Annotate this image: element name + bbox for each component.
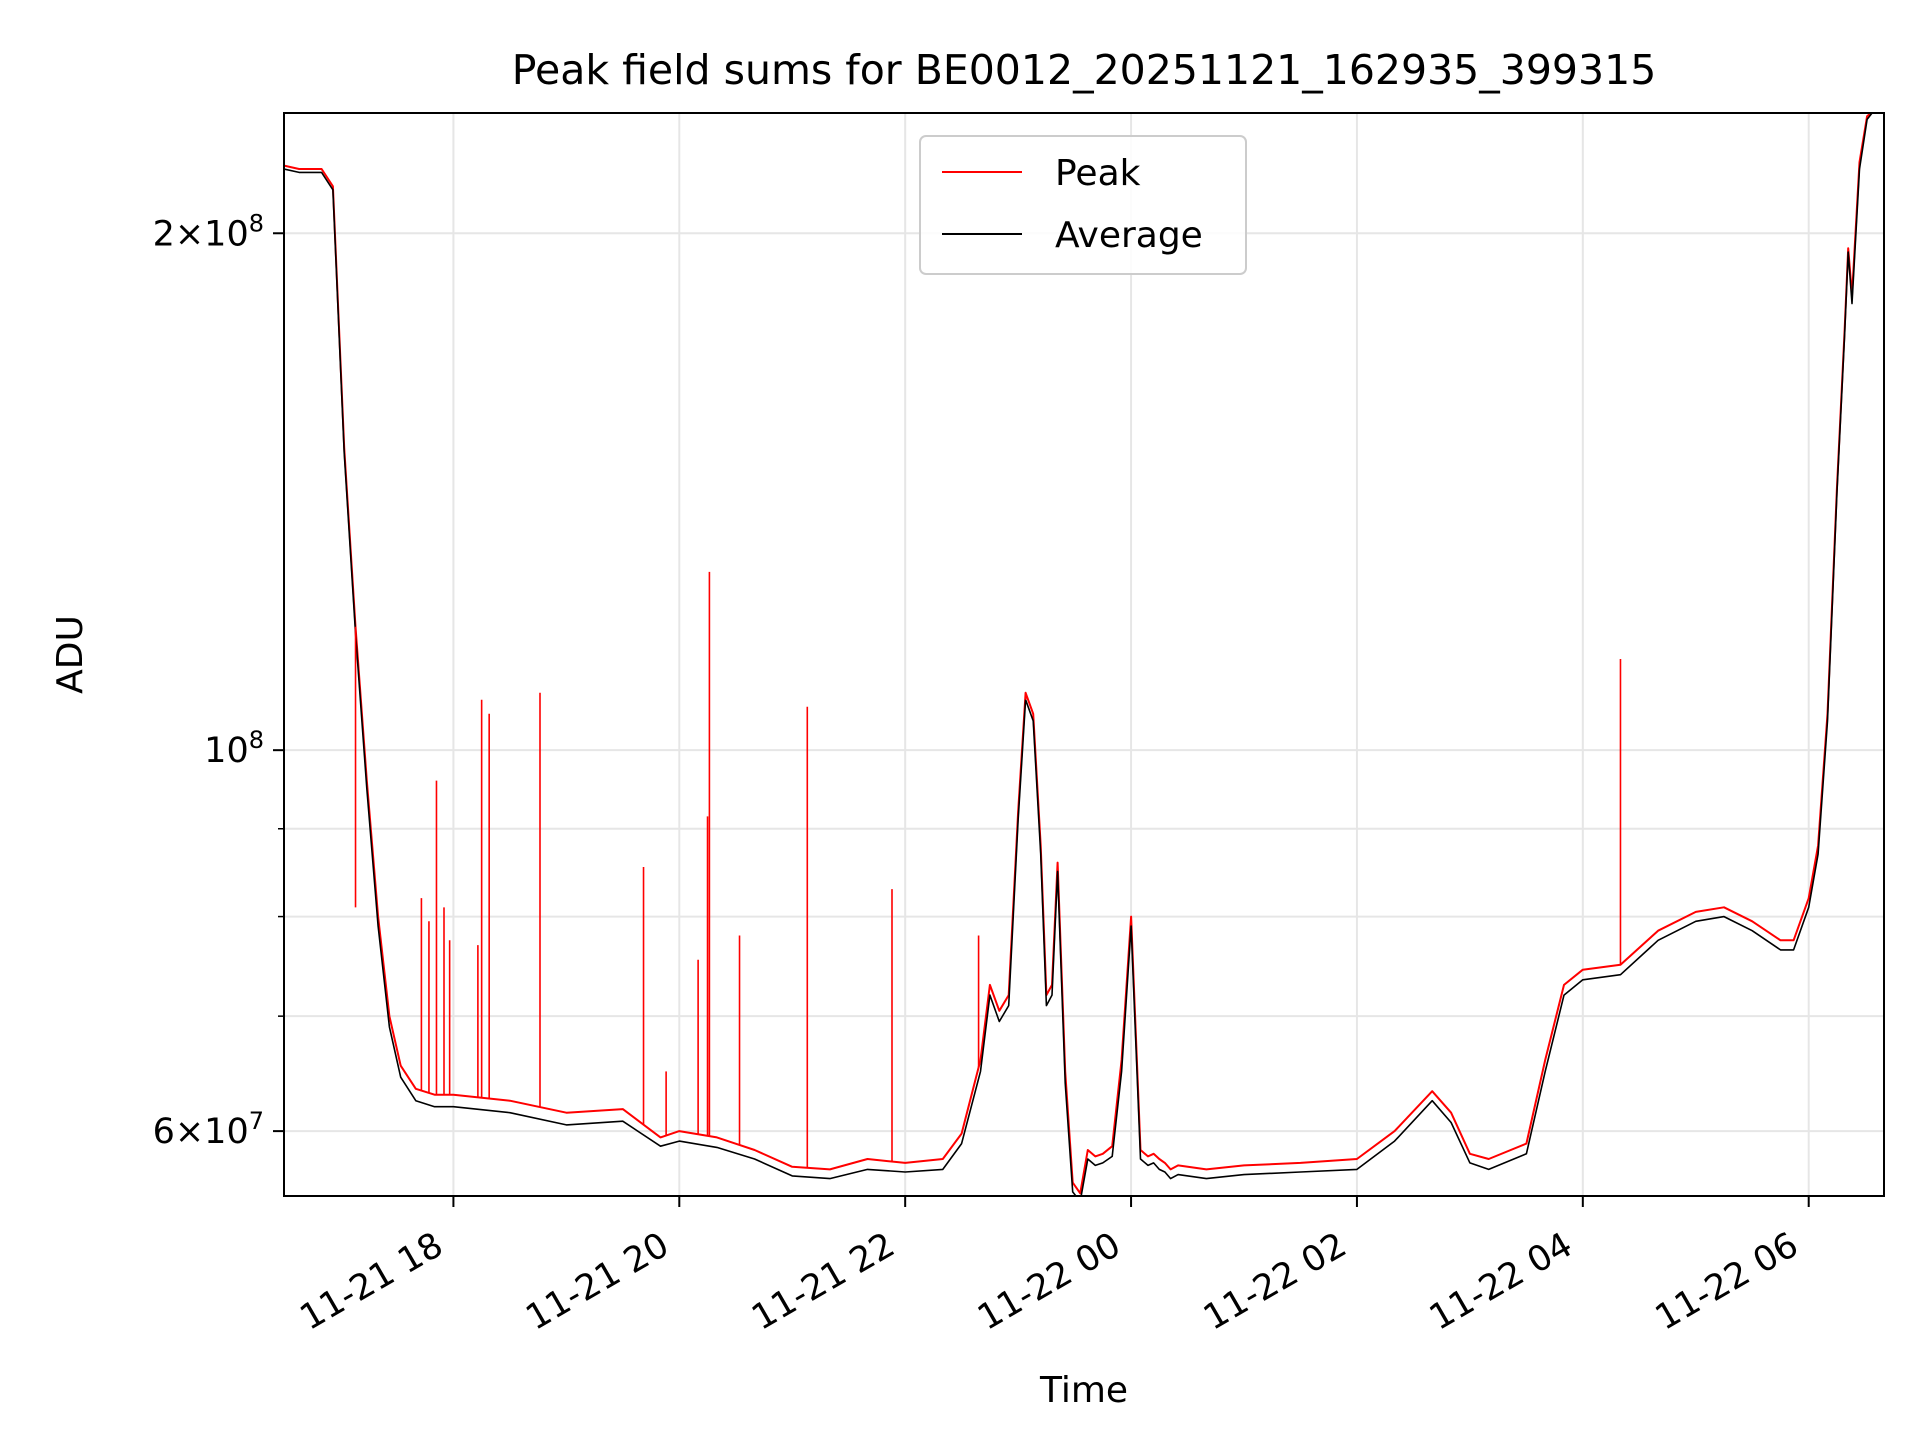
chart-title: Peak field sums for BE0012_20251121_1629…	[512, 46, 1657, 94]
series-line-peak	[284, 113, 1873, 1195]
plot-frame	[283, 112, 1885, 1197]
y-tick-label: 6×107	[153, 1107, 264, 1152]
y-axis-label: ADU	[50, 615, 91, 694]
series-group	[284, 113, 1874, 1196]
legend-label-peak: Peak	[1055, 153, 1141, 194]
y-tick-label: 2×108	[153, 209, 264, 254]
x-axis-label: Time	[1039, 1370, 1128, 1411]
series-line-average	[284, 113, 1874, 1196]
legend-label-average: Average	[1055, 215, 1203, 256]
series-layer	[284, 113, 1874, 1196]
legend: Peak Average	[919, 135, 1247, 275]
y-tick-label: 108	[204, 726, 264, 771]
legend-box	[919, 135, 1247, 275]
